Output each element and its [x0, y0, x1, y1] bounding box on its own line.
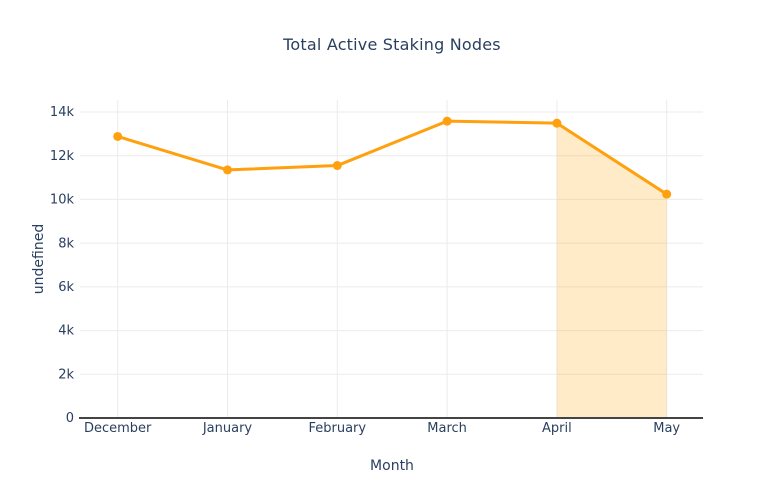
y-tick-label: 4k — [58, 324, 74, 339]
data-point-may[interactable] — [662, 189, 672, 199]
series-line[interactable] — [116, 119, 669, 196]
highlight-region — [556, 123, 667, 418]
y-tick-label: 10k — [50, 193, 75, 208]
y-tick-label: 14k — [50, 105, 75, 120]
x-tick-label: December — [84, 421, 152, 436]
x-tick-label: March — [427, 421, 467, 436]
chart-title: Total Active Staking Nodes — [283, 35, 501, 54]
data-point-march[interactable] — [442, 116, 452, 126]
y-tick-label: 0 — [66, 411, 74, 426]
x-tick-label: May — [653, 421, 680, 436]
x-tick-label: February — [308, 421, 366, 436]
x-axis-title: Month — [370, 458, 414, 474]
y-tick-label: 2k — [58, 367, 74, 382]
x-tick-label: January — [202, 421, 253, 436]
x-tick-label: April — [542, 421, 572, 436]
data-point-april[interactable] — [552, 118, 562, 128]
y-tick-label: 12k — [50, 149, 75, 164]
y-axis-title: undefined — [31, 223, 47, 295]
data-point-january[interactable] — [223, 165, 232, 175]
y-tick-label: 8k — [58, 236, 74, 251]
data-point-february[interactable] — [332, 161, 342, 171]
data-point-december[interactable] — [113, 131, 123, 141]
y-tick-label: 6k — [58, 280, 74, 295]
